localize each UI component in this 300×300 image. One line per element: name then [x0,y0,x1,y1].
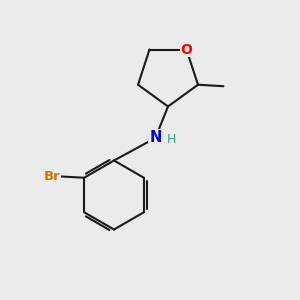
Text: O: O [181,43,193,56]
Text: Br: Br [43,170,60,183]
Text: N: N [149,130,162,146]
Text: H: H [167,133,177,146]
